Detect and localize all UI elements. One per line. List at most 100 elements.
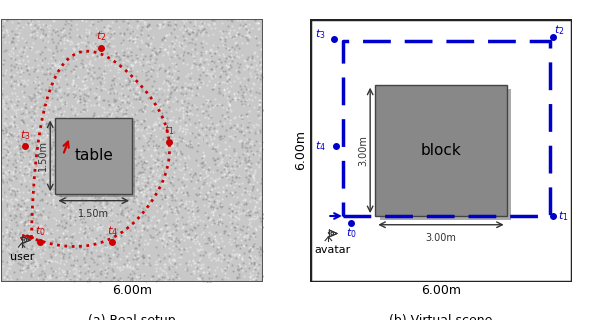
Point [137,180,147,185]
Point [116,131,125,136]
Point [23,64,33,69]
Point [132,198,142,203]
Point [50,103,59,108]
Point [116,109,126,114]
Point [23,197,33,202]
Point [47,62,56,68]
Point [125,183,135,188]
Point [128,36,138,42]
Point [217,203,227,208]
Point [169,170,179,175]
Point [244,217,254,222]
Point [80,177,89,182]
Point [106,82,116,87]
Point [31,128,41,133]
Point [89,116,99,121]
Point [79,231,89,236]
Point [19,118,28,124]
Point [190,47,200,52]
Point [232,221,242,226]
Point [5,259,15,264]
Point [141,158,151,164]
Point [122,117,132,123]
Point [232,174,241,180]
Point [10,238,19,243]
Point [214,162,223,167]
Point [49,126,59,131]
Point [196,72,205,77]
Point [167,194,176,199]
Point [173,74,182,79]
Point [217,269,227,274]
Point [81,168,91,173]
Point [197,27,206,32]
Point [15,163,25,168]
Point [104,116,114,121]
Point [92,181,102,186]
Point [173,52,182,58]
Point [104,101,113,106]
Point [64,192,74,197]
Point [232,195,242,200]
Point [17,267,27,272]
Point [181,246,191,251]
Point [89,69,99,74]
Point [92,190,102,196]
Point [79,253,89,258]
Point [228,36,238,41]
Point [50,259,59,264]
Point [20,198,30,204]
Point [59,118,68,123]
Point [243,163,253,168]
Point [26,25,35,30]
Point [122,220,132,225]
Point [49,236,59,242]
Point [173,176,183,181]
Point [19,227,29,232]
Point [220,275,230,280]
Point [228,268,238,273]
Point [76,179,86,184]
Point [191,158,201,163]
Point [40,102,50,107]
Point [122,263,131,268]
Bar [55,118,132,194]
Point [14,131,24,136]
Point [215,118,225,123]
Point [205,180,215,185]
Point [34,228,43,233]
Point [57,132,67,137]
Text: avatar: avatar [314,245,350,255]
Point [115,219,125,224]
Point [225,156,235,161]
Point [237,158,247,163]
Point [20,212,30,217]
Point [143,241,153,246]
Point [245,165,254,170]
Point [63,91,73,96]
Point [110,133,120,139]
Point [194,192,204,197]
Point [121,63,130,68]
Point [77,78,87,84]
Point [217,65,227,70]
Point [32,260,42,265]
Point [100,139,110,144]
Point [207,129,217,134]
Point [182,265,191,270]
Point [43,46,53,52]
Point [118,131,127,136]
Point [224,94,234,99]
Point [164,259,174,264]
Point [172,228,181,233]
Point [244,266,254,271]
Point [143,77,153,82]
Point [91,137,100,142]
Point [30,79,40,84]
Point [43,76,52,82]
Point [131,120,141,125]
Point [73,147,82,152]
Point [124,75,134,80]
Point [228,46,238,52]
Point [100,272,110,277]
